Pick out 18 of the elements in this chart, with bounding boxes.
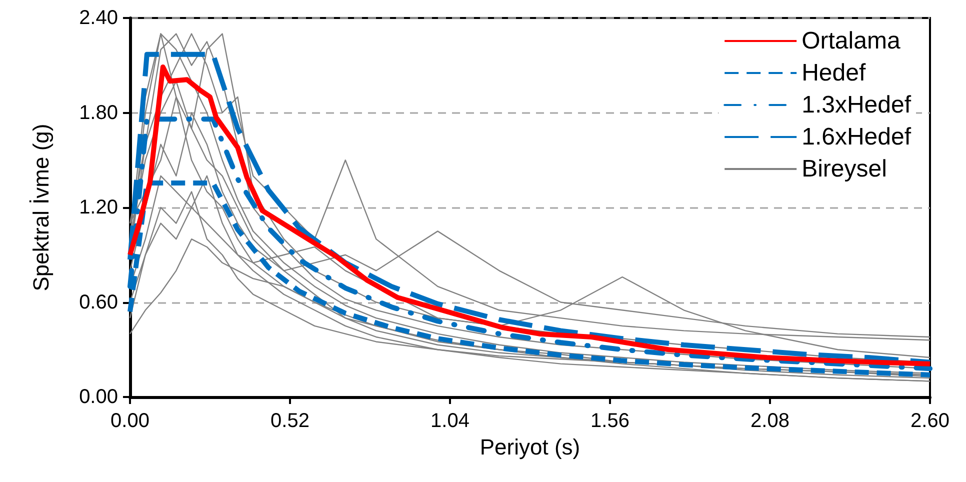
y-tick-label: 0.00 [79, 386, 118, 408]
legend-label: 1.6xHedef [802, 124, 912, 150]
x-axis-title: Periyot (s) [480, 434, 580, 460]
legend-label: Ortalama [802, 28, 901, 54]
y-axis-title: Spektral İvme (g) [28, 124, 54, 292]
x-tick-label: 2.08 [750, 410, 790, 432]
y-tick-label: 1.80 [79, 102, 118, 124]
legend-label: Bireysel [802, 156, 887, 182]
x-tick-label: 0.00 [110, 410, 150, 432]
x-tick-label: 1.04 [430, 410, 470, 432]
legend-label: Hedef [802, 60, 866, 86]
y-tick-label: 1.20 [79, 196, 118, 218]
x-tick-label: 0.52 [270, 410, 310, 432]
legend-label: 1.3xHedef [802, 92, 912, 118]
x-tick-label: 1.56 [590, 410, 630, 432]
x-tick-label: 2.60 [910, 410, 950, 432]
y-tick-label: 0.60 [79, 291, 118, 314]
y-tick-label: 2.40 [79, 7, 118, 29]
